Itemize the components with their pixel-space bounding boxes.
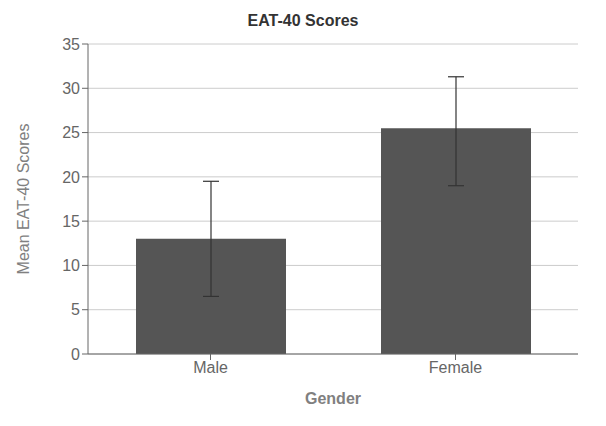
svg-text:15: 15 <box>62 213 80 230</box>
svg-text:25: 25 <box>62 124 80 141</box>
svg-text:20: 20 <box>62 169 80 186</box>
svg-text:30: 30 <box>62 80 80 97</box>
svg-text:Mean EAT-40 Scores: Mean EAT-40 Scores <box>15 124 32 275</box>
svg-text:5: 5 <box>71 301 80 318</box>
html-text:EAT-40 Scores: EAT-40 Scores <box>247 12 359 29</box>
svg-text:35: 35 <box>62 36 80 53</box>
svg-text:Male: Male <box>193 359 228 376</box>
svg-text:0: 0 <box>71 346 80 363</box>
svg-text:10: 10 <box>62 257 80 274</box>
svg-text:Female: Female <box>429 359 482 376</box>
svg-text:Gender: Gender <box>305 390 361 407</box>
